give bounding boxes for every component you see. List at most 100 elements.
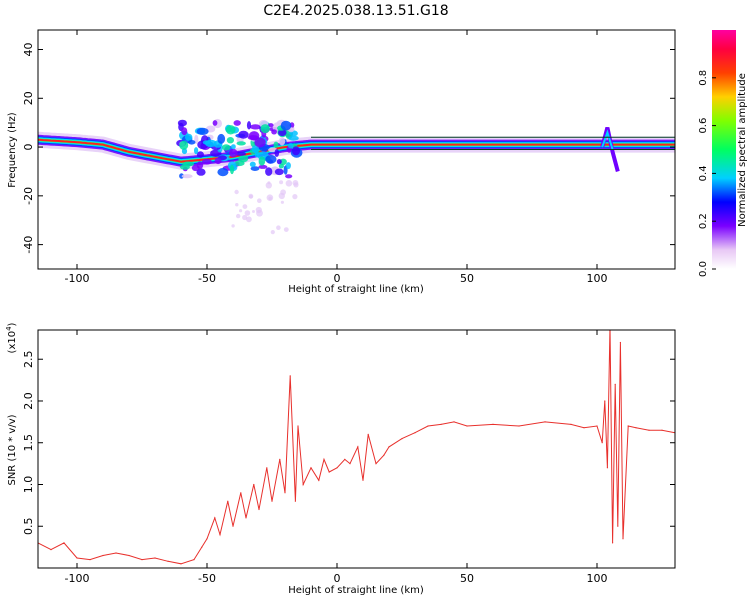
y-tick-label: -40 xyxy=(22,236,35,254)
spectrogram-faint-blob xyxy=(280,189,286,196)
multiplier-base: (x10 xyxy=(7,331,18,354)
snr-point xyxy=(89,559,91,561)
snr-point xyxy=(614,383,616,385)
spectrogram-blob xyxy=(246,121,252,130)
x-tick-label: 50 xyxy=(460,272,474,285)
y-tick-label: 2.5 xyxy=(22,350,35,368)
spectrogram-blob xyxy=(247,135,259,141)
snr-point xyxy=(50,549,52,551)
y-tick-label: 20 xyxy=(22,91,35,105)
spectrogram-blob xyxy=(194,147,199,155)
spectrogram-blob xyxy=(285,162,291,170)
colorbar-tick-label: 0.2 xyxy=(698,213,709,229)
snr-point xyxy=(266,467,268,469)
snr-point xyxy=(622,538,624,540)
y-tick-label: 1.0 xyxy=(22,476,35,494)
snr-point xyxy=(240,492,242,494)
snr-point xyxy=(544,421,546,423)
y-tick-label: 0.5 xyxy=(22,517,35,535)
spectrogram-blob xyxy=(229,148,238,158)
y-tick-label: 40 xyxy=(22,43,35,57)
spectrogram-blob xyxy=(202,140,211,145)
spectrogram-blob xyxy=(278,129,287,137)
snr-point xyxy=(141,559,143,561)
snr-point xyxy=(349,463,351,465)
snr-point xyxy=(102,554,104,557)
spectrogram-blob xyxy=(254,137,266,148)
snr-point xyxy=(383,454,385,456)
snr-plot-area xyxy=(38,325,675,565)
spectrogram-faint-blob xyxy=(236,213,241,219)
snr-point xyxy=(63,542,65,544)
snr-frame xyxy=(37,329,676,569)
spectrogram-blob xyxy=(278,163,284,169)
snr-point xyxy=(583,427,585,429)
snr-point xyxy=(154,557,156,559)
x-tick-label: 100 xyxy=(587,272,608,285)
snr-point xyxy=(279,458,281,460)
x-tick-label: 0 xyxy=(334,272,341,285)
spectrogram-x-ticks: -100 -50 0 50 100 xyxy=(65,30,608,285)
colorbar-tick-label: 0.0 xyxy=(698,261,709,277)
spectrogram-blob xyxy=(233,120,241,126)
snr-point xyxy=(388,446,390,448)
colorbar: 0.0 0.2 0.4 0.6 0.8 Normalized spectral ampl… xyxy=(698,30,748,277)
x-tick-label: 100 xyxy=(587,572,608,585)
spectrogram-blob xyxy=(249,161,256,167)
spectrogram-faint-blob xyxy=(242,214,248,221)
spectrogram-blob xyxy=(217,133,226,144)
spectrogram-blob xyxy=(254,151,260,158)
spectrogram-blob xyxy=(181,174,193,179)
snr-point xyxy=(570,423,572,425)
chart-title: C2E4.2025.038.13.51.G18 xyxy=(263,3,448,19)
spectrogram-blob xyxy=(212,120,218,126)
x-tick-label: -100 xyxy=(65,572,90,585)
spectrogram-y-label: Frequency (Hz) xyxy=(7,112,18,188)
spectrogram-blob xyxy=(274,149,280,157)
spectrogram-blob xyxy=(285,174,293,179)
spectrogram-blob xyxy=(214,157,222,165)
spectrogram-blob xyxy=(250,166,260,172)
spectrogram-blob xyxy=(236,141,246,146)
snr-point xyxy=(318,479,320,481)
snr-point xyxy=(193,559,195,561)
snr-point xyxy=(128,554,130,557)
spectrogram-area xyxy=(38,118,675,235)
snr-point xyxy=(76,557,78,559)
snr-point xyxy=(167,560,169,562)
spectrogram-faint-blob xyxy=(239,209,243,213)
snr-point xyxy=(232,525,234,527)
spectrogram-faint-blob xyxy=(234,189,239,195)
snr-y-ticks: 0.5 1.0 1.5 2.0 2.5 xyxy=(22,350,675,535)
snr-point xyxy=(609,325,610,326)
spectrogram-faint-blob xyxy=(242,204,248,210)
snr-point xyxy=(362,479,364,481)
snr-point xyxy=(518,425,520,427)
snr-point xyxy=(284,492,286,494)
snr-point xyxy=(612,542,614,544)
spectrogram-blob xyxy=(265,167,273,176)
spectrogram-blob xyxy=(268,123,274,128)
snr-point xyxy=(289,375,291,377)
snr-point xyxy=(219,534,221,536)
snr-point xyxy=(617,525,619,527)
spectrogram-blob xyxy=(179,140,189,150)
spectrogram-faint-blob xyxy=(249,194,253,199)
snr-point xyxy=(661,429,663,431)
snr-point xyxy=(302,483,304,486)
spectrogram-faint-blob xyxy=(235,203,239,207)
spectrogram-blob xyxy=(229,164,235,175)
spectrogram-x-label: Height of straight line (km) xyxy=(288,284,424,295)
spectrogram-faint-blob xyxy=(292,194,298,200)
snr-point xyxy=(245,517,247,519)
spectrogram-faint-blob xyxy=(246,216,252,223)
snr-point xyxy=(323,458,325,460)
spectrogram-blob xyxy=(276,159,282,165)
snr-point xyxy=(440,423,442,425)
spectrogram-faint-blob xyxy=(231,224,235,228)
spectrogram-blob xyxy=(181,127,188,136)
colorbar-tick-label: 0.4 xyxy=(698,165,709,181)
spectrogram-panel: -100 -50 0 50 100 -40 -20 0 20 40 Height of stra… xyxy=(7,29,676,295)
spectrogram-blob xyxy=(265,154,277,164)
snr-point xyxy=(466,425,468,427)
